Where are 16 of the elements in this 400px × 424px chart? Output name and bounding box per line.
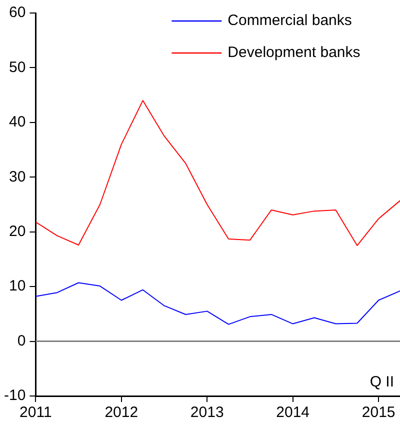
x-tick-label: 2011 <box>20 404 52 422</box>
y-tick-label: 40 <box>8 114 26 131</box>
x-tick-label: 2013 <box>190 404 224 422</box>
legend-label: Commercial banks <box>228 12 352 30</box>
x-tick-label: 2014 <box>276 404 310 422</box>
legend-label: Development banks <box>228 44 360 62</box>
y-tick-label: 10 <box>8 278 26 295</box>
y-tick-label: -10 <box>4 387 26 404</box>
y-tick-label: 60 <box>8 4 26 22</box>
annotation: Q II <box>370 374 394 391</box>
y-tick-label: 50 <box>8 58 26 76</box>
x-tick-label: 2015 <box>362 404 396 422</box>
y-tick-label: 20 <box>8 223 26 240</box>
y-tick-label: 30 <box>8 168 26 186</box>
x-tick-label: 2012 <box>104 404 138 422</box>
y-tick-label: 0 <box>17 332 26 350</box>
